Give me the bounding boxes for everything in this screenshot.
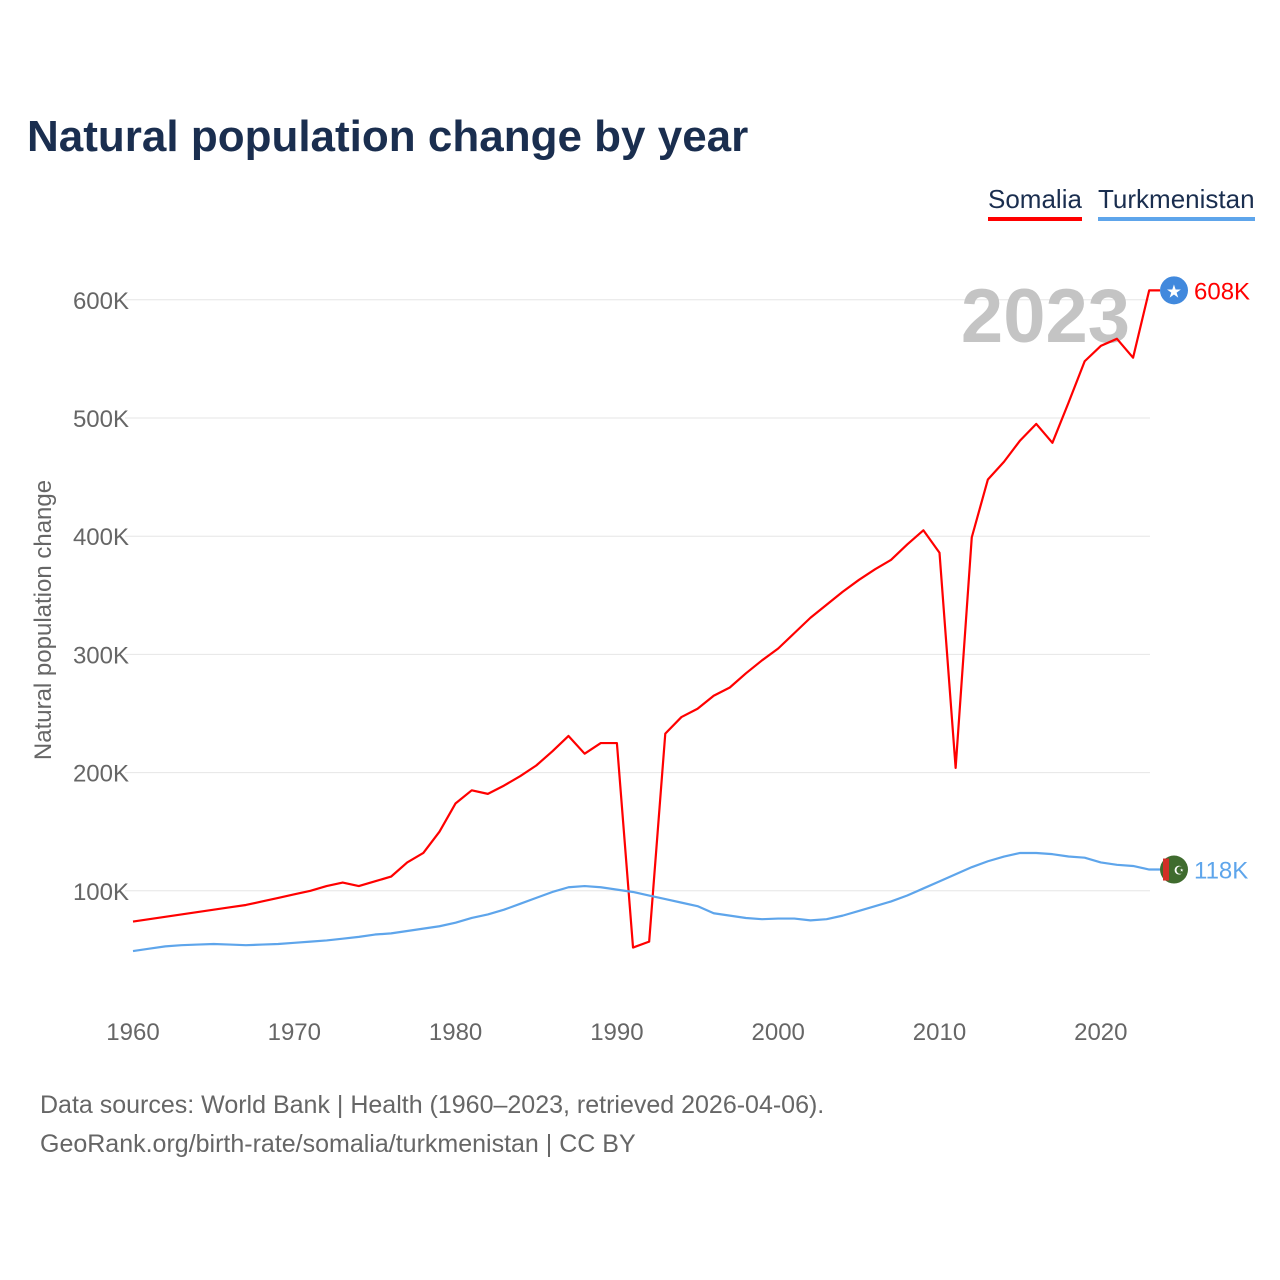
y-tick-label: 500K (73, 406, 129, 433)
y-tick-label: 200K (73, 761, 129, 788)
series-line-turkmenistan[interactable] (132, 851, 1160, 953)
x-tick-label: 2010 (913, 1019, 966, 1046)
star-icon: ★ (1166, 281, 1182, 301)
x-tick-label: 1990 (590, 1019, 643, 1046)
end-value-label: 118K (1194, 858, 1248, 885)
x-tick-label: 1970 (268, 1019, 321, 1046)
y-tick-label: 300K (73, 642, 129, 669)
footer: Data sources: World Bank | Health (1960–… (40, 1086, 824, 1164)
y-tick-label: 100K (73, 879, 129, 906)
crescent-icon: ☪ (1174, 864, 1185, 878)
legend-turkmenistan[interactable]: Turkmenistan (1098, 184, 1255, 221)
data-source: Data sources: World Bank | Health (1960–… (40, 1091, 825, 1119)
x-tick-label: 1980 (429, 1019, 482, 1046)
x-tick-label: 2020 (1074, 1019, 1127, 1046)
x-tick-label: 1960 (106, 1019, 159, 1046)
end-value-label: 608K (1194, 278, 1250, 305)
y-axis-label: Natural population change (30, 480, 57, 760)
x-tick-label: 2000 (752, 1019, 805, 1046)
y-tick-label: 600K (73, 288, 129, 315)
legend-somalia[interactable]: Somalia (988, 184, 1082, 221)
flag-stripe (1163, 858, 1169, 881)
year-watermark: 2023 (961, 274, 1130, 359)
source-link[interactable]: GeoRank.org/birth-rate/somalia/turkmenis… (40, 1130, 636, 1158)
somalia-flag-icon (1160, 276, 1188, 305)
y-tick-label: 400K (73, 524, 129, 551)
series-line-somalia[interactable] (132, 289, 1160, 949)
chart-title: Natural population change by year (27, 112, 749, 161)
